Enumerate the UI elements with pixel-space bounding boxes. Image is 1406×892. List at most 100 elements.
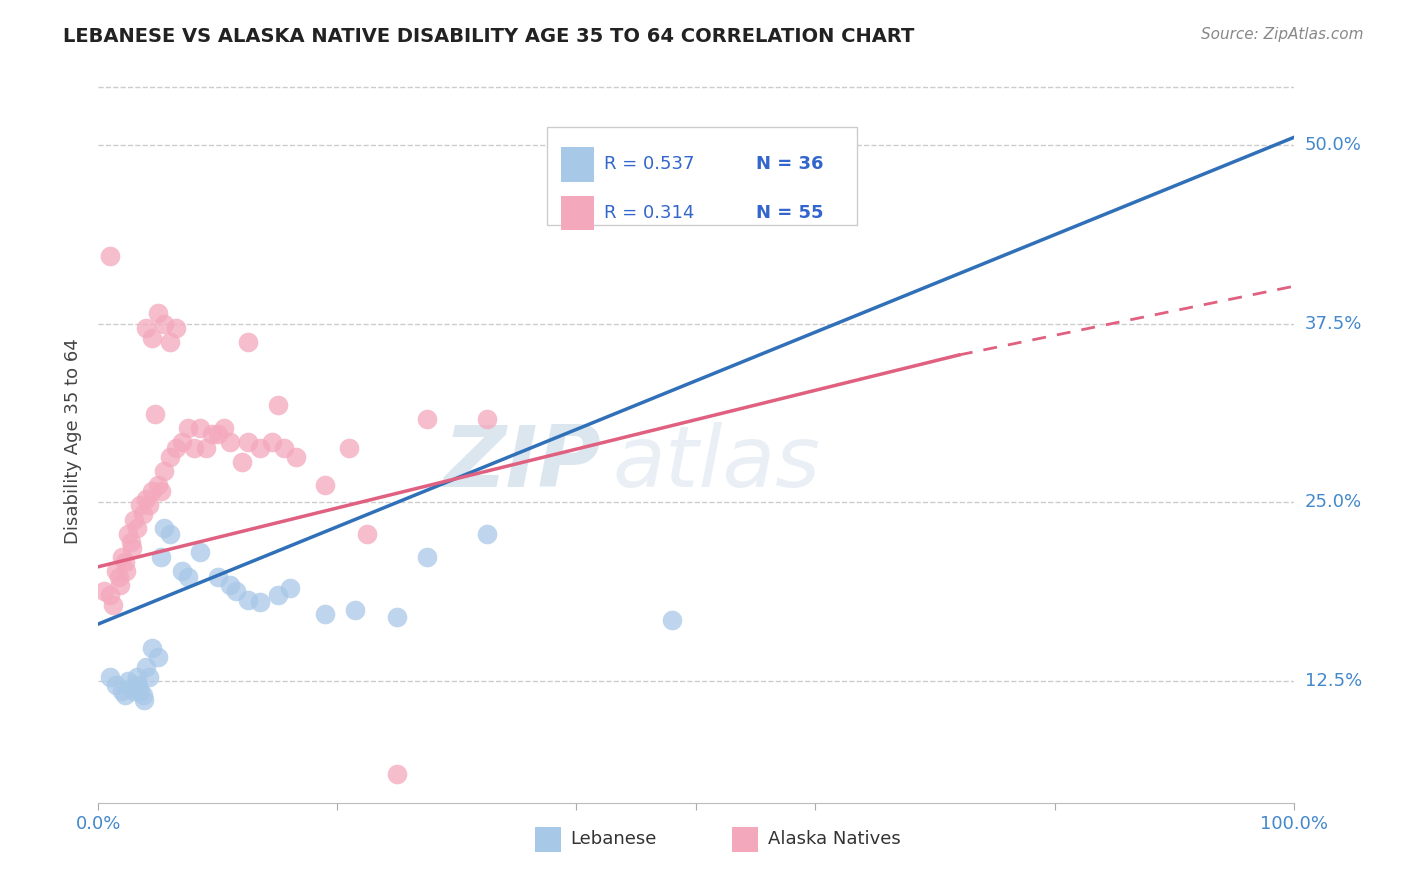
Point — [98, 670, 122, 684]
Point — [207, 570, 229, 584]
Point — [661, 613, 683, 627]
Text: R = 0.537: R = 0.537 — [605, 155, 695, 173]
Point — [98, 249, 122, 263]
Point — [111, 549, 134, 564]
Point — [132, 693, 155, 707]
Point — [111, 684, 134, 698]
Point — [101, 599, 124, 613]
Point — [207, 426, 229, 441]
Point — [159, 526, 181, 541]
Point — [141, 641, 163, 656]
Point — [385, 767, 409, 781]
Text: 12.5%: 12.5% — [1305, 673, 1362, 690]
Point — [129, 498, 152, 512]
Point — [267, 588, 290, 602]
Point — [138, 670, 160, 684]
Point — [153, 521, 176, 535]
Point — [135, 492, 157, 507]
Bar — [733, 827, 758, 852]
Text: LEBANESE VS ALASKA NATIVE DISABILITY AGE 35 TO 64 CORRELATION CHART: LEBANESE VS ALASKA NATIVE DISABILITY AGE… — [63, 27, 915, 45]
Point — [249, 595, 271, 609]
Point — [344, 602, 367, 616]
Point — [416, 412, 439, 426]
Point — [475, 526, 498, 541]
Point — [121, 541, 143, 555]
Text: Source: ZipAtlas.com: Source: ZipAtlas.com — [1201, 27, 1364, 42]
Point — [131, 507, 153, 521]
Point — [141, 483, 163, 498]
Text: Alaska Natives: Alaska Natives — [768, 830, 900, 848]
Text: 37.5%: 37.5% — [1305, 315, 1362, 333]
Text: ZIP: ZIP — [443, 422, 600, 505]
Point — [195, 441, 218, 455]
Point — [125, 521, 148, 535]
Point — [149, 549, 172, 564]
Point — [339, 441, 361, 455]
Point — [260, 435, 283, 450]
Point — [105, 678, 128, 692]
Point — [114, 556, 136, 570]
Bar — [561, 147, 595, 182]
Point — [416, 549, 439, 564]
Point — [236, 435, 259, 450]
Point — [125, 670, 148, 684]
Point — [117, 674, 139, 689]
Text: 25.0%: 25.0% — [1305, 493, 1362, 511]
Point — [315, 607, 337, 621]
Point — [201, 426, 224, 441]
Point — [93, 584, 115, 599]
Point — [177, 570, 200, 584]
Point — [148, 649, 170, 664]
Point — [172, 564, 194, 578]
Point — [475, 412, 498, 426]
Point — [127, 678, 149, 692]
Point — [107, 570, 129, 584]
Point — [273, 441, 295, 455]
Bar — [561, 195, 595, 230]
Point — [249, 441, 271, 455]
Point — [183, 441, 205, 455]
Point — [284, 450, 307, 464]
Point — [148, 306, 170, 320]
Text: N = 36: N = 36 — [756, 155, 824, 173]
Point — [219, 435, 242, 450]
Point — [212, 421, 235, 435]
Point — [188, 421, 211, 435]
Point — [165, 320, 187, 334]
Point — [148, 478, 170, 492]
Point — [115, 564, 138, 578]
Bar — [534, 827, 561, 852]
Point — [315, 478, 337, 492]
Point — [153, 464, 176, 478]
Point — [385, 609, 409, 624]
Point — [177, 421, 200, 435]
Point — [172, 435, 194, 450]
Point — [278, 581, 301, 595]
Text: Lebanese: Lebanese — [571, 830, 657, 848]
Point — [143, 407, 166, 421]
Point — [225, 584, 247, 599]
Point — [124, 684, 146, 698]
Point — [120, 681, 142, 696]
Point — [231, 455, 253, 469]
Point — [165, 441, 187, 455]
Point — [267, 398, 290, 412]
Point — [149, 483, 172, 498]
Point — [188, 545, 211, 559]
Y-axis label: Disability Age 35 to 64: Disability Age 35 to 64 — [65, 339, 83, 544]
Point — [236, 335, 259, 350]
Point — [129, 684, 152, 698]
Point — [219, 578, 242, 592]
Text: atlas: atlas — [613, 422, 820, 505]
Point — [117, 526, 139, 541]
Point — [159, 450, 181, 464]
Point — [120, 535, 142, 549]
Point — [108, 578, 131, 592]
Point — [236, 592, 259, 607]
Point — [98, 588, 122, 602]
Point — [131, 689, 153, 703]
Point — [138, 498, 160, 512]
Point — [159, 335, 181, 350]
Text: N = 55: N = 55 — [756, 204, 824, 222]
Point — [356, 526, 378, 541]
